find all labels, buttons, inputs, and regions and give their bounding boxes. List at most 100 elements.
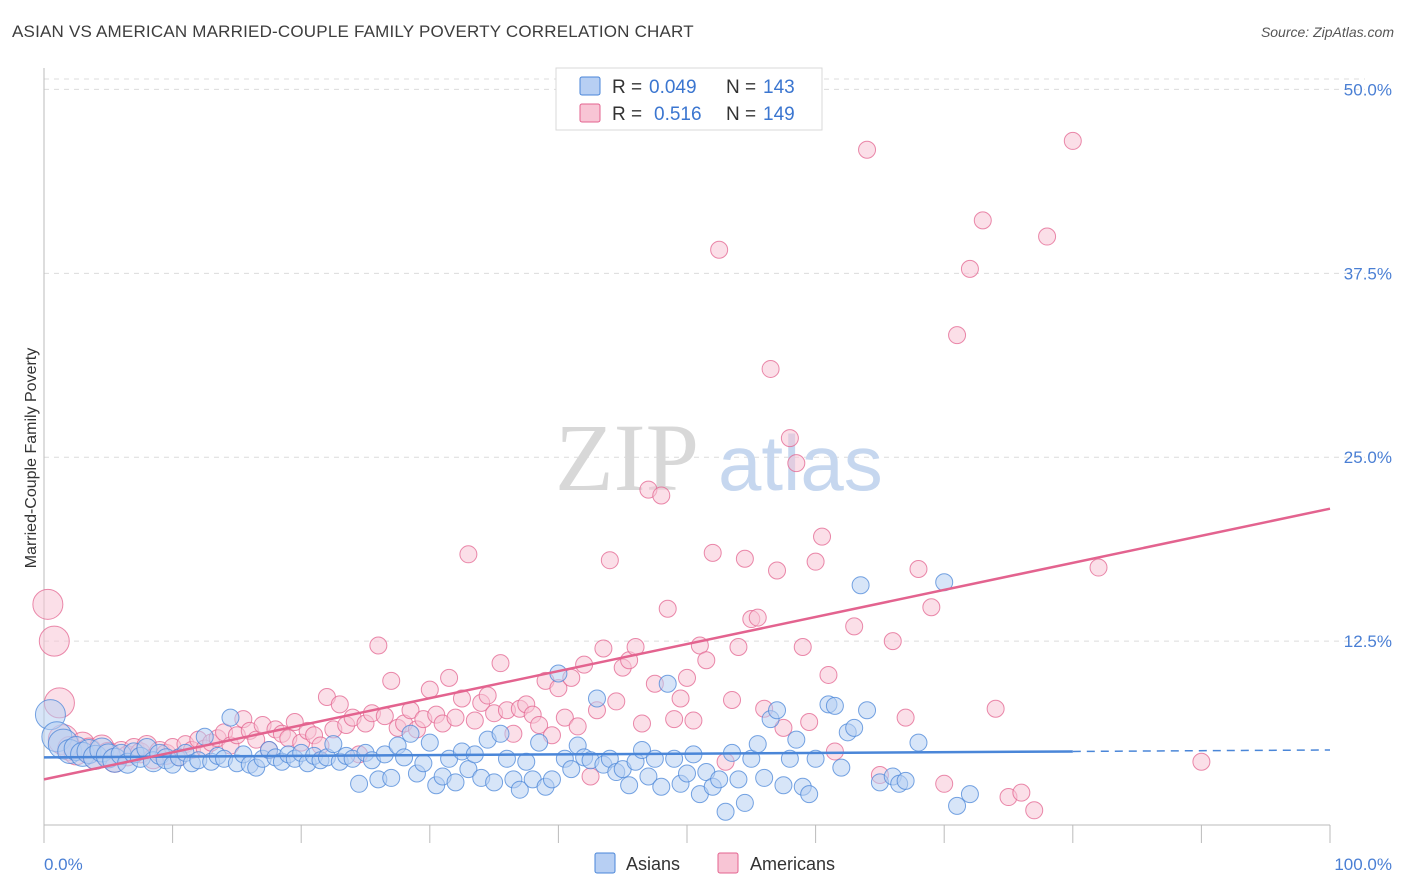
asian-point-130	[896, 771, 915, 790]
asian-point-115	[780, 749, 799, 768]
legend-r-value-americans: 0.516	[654, 104, 702, 125]
american-point-130	[922, 598, 941, 617]
american-point-123	[825, 742, 844, 761]
asian-trendline	[43, 750, 1073, 759]
asian-point-56	[401, 724, 420, 743]
asian-point-111	[755, 768, 774, 787]
asian-point-107	[729, 770, 748, 789]
asian-point-114	[774, 776, 793, 795]
american-point-88	[600, 551, 619, 570]
american-point-114	[768, 561, 787, 580]
american-point-89	[607, 692, 626, 711]
american-point-98	[665, 710, 684, 729]
american-point-71	[491, 654, 510, 673]
american-point-134	[973, 211, 992, 230]
asian-point-96	[658, 674, 677, 693]
american-point-81	[555, 708, 574, 727]
american-point-124	[845, 617, 864, 636]
asian-point-70	[491, 724, 510, 743]
asian-point-118	[800, 785, 819, 804]
american-point-120	[806, 552, 825, 571]
asian-point-122	[832, 758, 851, 777]
american-point-105	[710, 240, 729, 259]
y-axis-label: Married-Couple Family Poverty	[23, 348, 40, 569]
asian-point-78	[542, 770, 561, 789]
american-point-83	[568, 717, 587, 736]
asian-point-44	[324, 735, 343, 754]
asian-point-113	[768, 701, 787, 720]
y-tick-label-0: 12.5%	[1344, 632, 1392, 651]
asian-point-95	[652, 777, 671, 796]
watermark: ZIP atlas	[555, 404, 883, 511]
asian-point-134	[960, 785, 979, 804]
legend-n-label-asians: N =	[726, 77, 756, 98]
asian-point-126	[858, 701, 877, 720]
american-point-121	[813, 527, 832, 546]
asian-trendline-extension	[1072, 749, 1331, 753]
asian-point-73	[510, 780, 529, 799]
asian-point-121	[825, 696, 844, 715]
asian-point-59	[420, 733, 439, 752]
asian-point-90	[620, 776, 639, 795]
asian-point-55	[395, 748, 414, 767]
asian-point-58	[414, 754, 433, 773]
american-point-142	[1192, 752, 1211, 771]
asian-point-81	[562, 760, 581, 779]
american-point-64	[446, 708, 465, 727]
asian-point-99	[678, 764, 696, 783]
american-point-132	[948, 326, 967, 345]
bottom-legend: Asians Americans	[594, 852, 835, 874]
american-point-127	[883, 632, 902, 651]
american-point-99	[671, 689, 690, 708]
american-point-129	[909, 560, 928, 579]
american-point-66	[459, 545, 478, 564]
american-point-109	[735, 549, 754, 568]
american-point-67	[465, 711, 484, 730]
legend-r-label-americans: R =	[612, 104, 642, 125]
asian-point-93	[639, 767, 658, 786]
american-point-141	[1089, 558, 1108, 577]
american-point-107	[723, 690, 742, 709]
bottom-legend-asians: Asians	[626, 854, 680, 874]
y-tick-label-1: 25.0%	[1344, 448, 1392, 467]
american-point-77	[530, 715, 549, 734]
bottom-legend-swatch-asians	[594, 852, 616, 874]
american-point-135	[986, 699, 1005, 718]
american-point-104	[703, 543, 722, 562]
american-point-93	[632, 714, 651, 733]
asian-point-71	[497, 749, 516, 768]
legend-swatch-americans	[579, 103, 601, 123]
american-point-52	[369, 636, 388, 655]
tick-labels: 12.5% 25.0% 37.5% 50.0% 0.0% 100.0%	[44, 80, 1392, 874]
american-point-113	[761, 359, 780, 378]
asian-point-24	[195, 727, 214, 746]
asian-point-116	[787, 730, 806, 749]
american-point-87	[594, 639, 613, 658]
y-tick-label-3: 50.0%	[1344, 80, 1392, 99]
legend-n-value-asians: 143	[763, 77, 795, 98]
legend-swatch-asians	[579, 76, 601, 96]
american-point-63	[440, 668, 459, 687]
trendlines	[43, 507, 1331, 781]
legend-n-value-americans: 149	[763, 104, 795, 125]
asian-point-119	[806, 749, 825, 768]
asian-point-28	[221, 708, 240, 727]
american-point-1	[38, 625, 70, 657]
asian-points	[34, 573, 979, 821]
american-point-96	[652, 486, 671, 505]
asian-point-85	[587, 689, 606, 708]
american-point-85	[581, 767, 600, 786]
asian-point-74	[517, 752, 536, 771]
american-point-138	[1025, 801, 1044, 820]
american-point-115	[774, 718, 793, 737]
chart-title: ASIAN VS AMERICAN MARRIED-COUPLE FAMILY …	[12, 22, 694, 41]
american-point-69	[478, 686, 497, 705]
american-point-60	[420, 680, 439, 699]
asian-point-69	[485, 773, 504, 792]
asian-point-76	[530, 733, 549, 752]
american-point-0	[32, 588, 64, 620]
asian-point-105	[716, 802, 735, 821]
asian-point-125	[851, 576, 870, 595]
y-tick-label-2: 37.5%	[1344, 264, 1392, 283]
american-point-54	[382, 671, 401, 690]
